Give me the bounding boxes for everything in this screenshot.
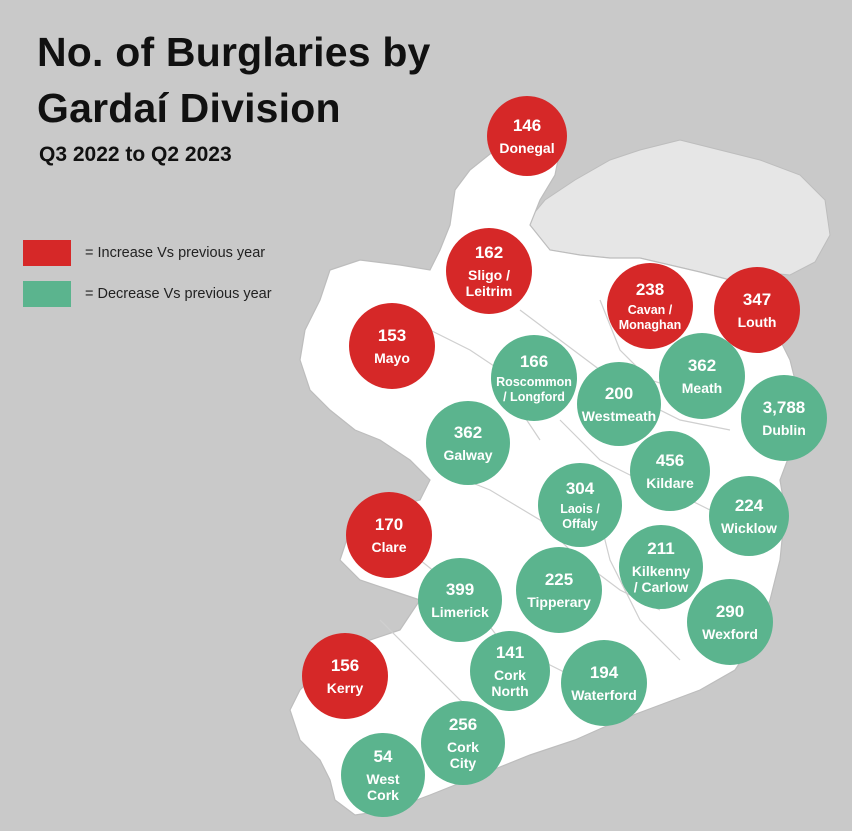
division-value: 194 — [589, 663, 619, 683]
division-bubble-dublin: 3,788 Dublin — [741, 375, 827, 461]
division-name: Cavan / Monaghan — [618, 303, 682, 332]
division-name: Kerry — [326, 679, 364, 696]
division-bubble-cork-city: 256 Cork City — [421, 701, 505, 785]
division-name: Limerick — [431, 603, 489, 620]
division-value: 304 — [565, 478, 595, 498]
division-name: Roscommon / Longford — [496, 375, 572, 404]
division-name: Laois / Offaly — [560, 502, 600, 531]
division-bubble-westmeath: 200 Westmeath — [577, 362, 661, 446]
legend-increase: = Increase Vs previous year — [23, 240, 265, 266]
division-value: 162 — [474, 243, 504, 263]
division-bubble-mayo: 153 Mayo — [349, 303, 435, 389]
division-value: 153 — [377, 326, 407, 346]
legend-decrease: = Decrease Vs previous year — [23, 281, 272, 307]
division-value: 170 — [374, 515, 404, 535]
division-name: Dublin — [762, 421, 806, 438]
division-name: Westmeath — [581, 407, 657, 424]
division-value: 211 — [647, 539, 675, 559]
division-name: Meath — [681, 379, 723, 396]
division-value: 256 — [448, 715, 478, 735]
division-name: West Cork — [366, 770, 400, 803]
division-value: 166 — [519, 351, 549, 371]
division-name: Wexford — [702, 625, 758, 642]
title-line-2: Gardaí Division — [37, 85, 341, 131]
division-bubble-galway: 362 Galway — [426, 401, 510, 485]
division-value: 362 — [687, 356, 717, 376]
division-bubble-meath: 362 Meath — [659, 333, 745, 419]
legend-increase-label: = Increase Vs previous year — [85, 245, 266, 261]
division-bubble-waterford: 194 Waterford — [561, 640, 647, 726]
division-bubble-kilkenny-carlow: 211 Kilkenny / Carlow — [619, 525, 703, 609]
division-value: 238 — [635, 279, 665, 299]
division-name: Mayo — [374, 349, 410, 366]
division-name: Wicklow — [721, 519, 777, 536]
division-bubble-kerry: 156 Kerry — [302, 633, 388, 719]
division-bubble-limerick: 399 Limerick — [418, 558, 502, 642]
division-value: 347 — [742, 290, 772, 310]
division-value: 362 — [453, 423, 483, 443]
division-value: 290 — [715, 602, 745, 622]
division-bubble-roscommon-longford: 166 Roscommon / Longford — [491, 335, 577, 421]
title-line-1: No. of Burglaries by — [37, 29, 431, 75]
division-bubble-clare: 170 Clare — [346, 492, 432, 578]
division-bubble-cavan-monaghan: 238 Cavan / Monaghan — [607, 263, 693, 349]
division-value: 54 — [373, 747, 393, 767]
division-value: 224 — [734, 496, 764, 516]
division-value: 146 — [512, 116, 542, 136]
division-bubble-kildare: 456 Kildare — [630, 431, 710, 511]
division-name: Kilkenny / Carlow — [631, 562, 691, 595]
division-name: Louth — [737, 313, 777, 330]
division-value: 156 — [330, 656, 360, 676]
division-name: Donegal — [499, 139, 555, 156]
division-name: Tipperary — [527, 593, 591, 610]
division-bubble-sligo-leitrim: 162 Sligo / Leitrim — [446, 228, 532, 314]
division-name: Cork City — [447, 738, 479, 771]
division-name: Sligo / Leitrim — [465, 266, 513, 299]
division-name: Clare — [371, 538, 407, 555]
division-bubble-tipperary: 225 Tipperary — [516, 547, 602, 633]
page-subtitle: Q3 2022 to Q2 2023 — [39, 143, 232, 166]
division-name: Galway — [443, 446, 493, 463]
division-bubble-west-cork: 54 West Cork — [341, 733, 425, 817]
division-name: Kildare — [646, 474, 694, 491]
division-bubble-cork-north: 141 Cork North — [470, 631, 550, 711]
division-name: Cork North — [491, 666, 529, 699]
legend-decrease-swatch — [23, 281, 71, 307]
division-value: 456 — [655, 451, 685, 471]
division-value: 200 — [604, 384, 634, 404]
division-bubble-donegal: 146 Donegal — [487, 96, 567, 176]
division-name: Waterford — [571, 686, 637, 703]
division-value: 225 — [544, 570, 574, 590]
division-bubble-wicklow: 224 Wicklow — [709, 476, 789, 556]
division-bubble-wexford: 290 Wexford — [687, 579, 773, 665]
division-bubble-laois-offaly: 304 Laois / Offaly — [538, 463, 622, 547]
legend-decrease-label: = Decrease Vs previous year — [85, 286, 272, 302]
division-value: 399 — [445, 580, 475, 600]
legend-increase-swatch — [23, 240, 71, 266]
page-title: No. of Burglaries by Gardaí Division — [37, 24, 431, 136]
division-bubble-louth: 347 Louth — [714, 267, 800, 353]
division-value: 141 — [495, 643, 525, 663]
division-value: 3,788 — [762, 398, 806, 418]
